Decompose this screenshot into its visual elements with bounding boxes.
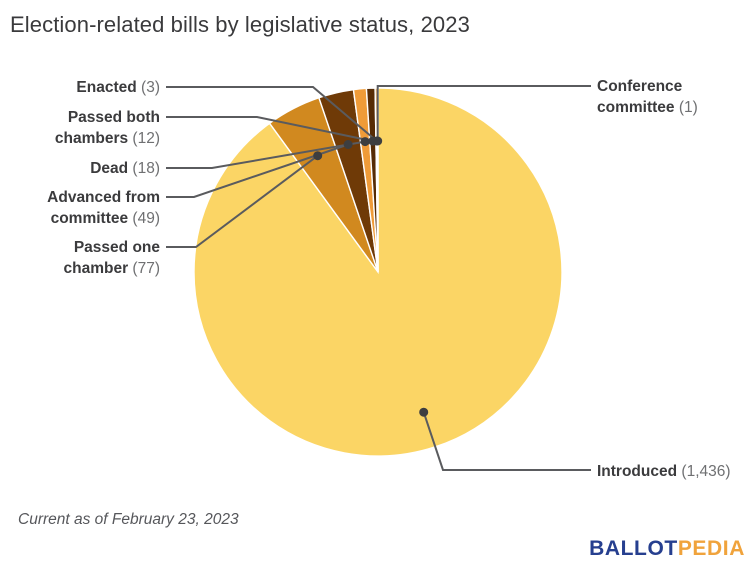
connector-line-introduced: [422, 411, 591, 471]
slice-label-enacted: Enacted (3): [20, 77, 160, 98]
slice-label-passed-both-chambers: Passed both chambers (12): [20, 107, 160, 149]
connector-line-dead: [166, 140, 366, 169]
slice-label-dead: Dead (18): [20, 158, 160, 179]
slice-label-count: (1): [678, 99, 698, 116]
slice-label-advanced-from-committee: Advanced from committee (49): [20, 187, 160, 229]
slice-label-count: (18): [132, 160, 160, 177]
slice-label-introduced: Introduced (1,436): [597, 461, 731, 482]
connector-line-passed_both: [166, 116, 374, 143]
connector-line-conference: [376, 85, 591, 141]
connector-line-passed_one: [166, 154, 319, 248]
slice-label-count: (49): [132, 210, 160, 227]
connector-dot-dead: [360, 137, 370, 147]
slice-label-name: Passed one chamber: [63, 239, 160, 277]
connector-dot-passed_one: [313, 151, 323, 161]
slice-label-count: (12): [132, 130, 160, 147]
slice-label-conference-committee: Conference committee (1): [597, 76, 727, 118]
slice-label-count: (1,436): [681, 463, 731, 480]
slice-label-count: (77): [132, 260, 160, 277]
currency-note: Current as of February 23, 2023: [18, 511, 239, 528]
slice-label-name: Dead: [90, 160, 129, 177]
slice-label-passed-one-chamber: Passed one chamber (77): [20, 237, 160, 279]
connector-dot-advanced: [343, 140, 353, 149]
logo-ballot-text: BALLOT: [589, 537, 678, 560]
connector-dot-conference: [373, 136, 383, 146]
logo-pedia-text: PEDIA: [677, 537, 745, 560]
slice-label-name: Conference committee: [597, 78, 683, 116]
slice-label-name: Enacted: [76, 79, 137, 96]
connector-dot-introduced: [419, 407, 429, 417]
slice-label-name: Introduced: [597, 463, 678, 480]
slice-label-name: Advanced from committee: [47, 189, 160, 227]
slice-label-name: Passed both chambers: [54, 109, 160, 147]
slice-label-count: (3): [141, 79, 160, 96]
connector-line-enacted: [166, 86, 378, 142]
connector-line-advanced: [166, 143, 349, 198]
chart-title: Election-related bills by legislative st…: [10, 12, 470, 37]
ballotpedia-logo: BALLOTPEDIA: [589, 537, 745, 561]
